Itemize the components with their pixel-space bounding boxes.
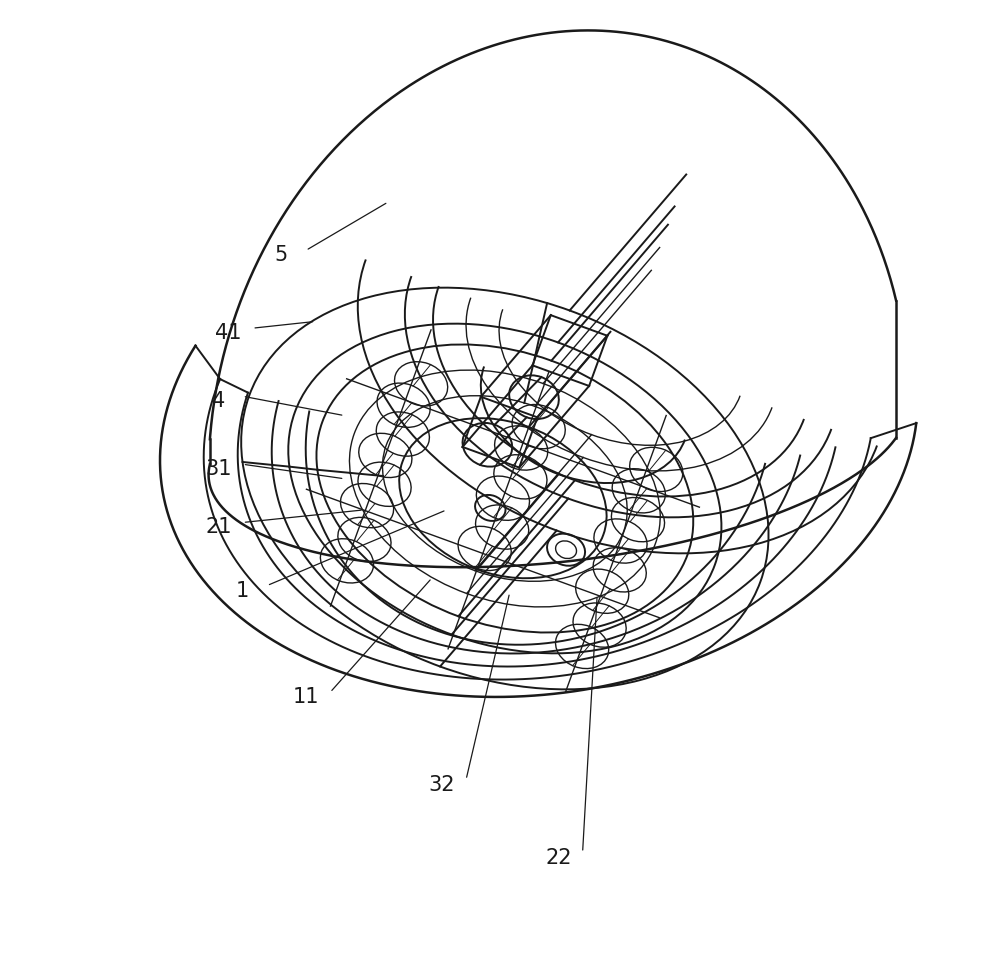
Text: 21: 21 [205, 518, 232, 537]
Text: 22: 22 [545, 848, 572, 868]
Text: 11: 11 [292, 688, 319, 707]
Text: 31: 31 [205, 459, 232, 479]
Text: 32: 32 [428, 775, 455, 795]
Text: 41: 41 [215, 323, 241, 343]
Text: 4: 4 [212, 391, 225, 411]
Text: 1: 1 [236, 580, 249, 601]
Text: 5: 5 [275, 245, 288, 266]
